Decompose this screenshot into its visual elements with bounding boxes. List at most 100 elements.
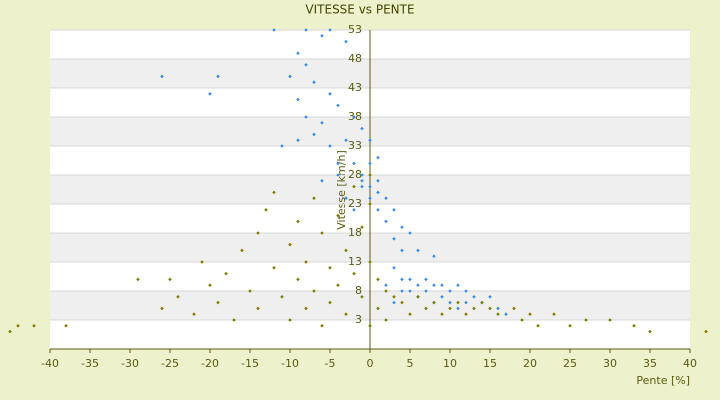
point — [344, 248, 348, 253]
point — [488, 295, 492, 299]
point — [432, 300, 436, 305]
x-tick-label: 5 — [407, 357, 414, 370]
x-axis-title: Pente [%] — [636, 374, 690, 387]
point — [480, 300, 484, 305]
point — [232, 318, 236, 322]
point — [384, 318, 388, 322]
point — [376, 179, 380, 183]
y-tick-label: 3 — [355, 313, 362, 326]
point — [200, 260, 204, 264]
x-tick-label: -5 — [325, 357, 336, 370]
point — [296, 219, 300, 224]
point — [392, 208, 396, 212]
point — [464, 312, 468, 316]
point — [360, 295, 364, 299]
point — [352, 184, 356, 189]
point — [336, 103, 340, 108]
point — [408, 231, 412, 235]
point — [496, 306, 500, 311]
point — [272, 28, 276, 32]
point — [536, 324, 540, 328]
point — [440, 295, 444, 299]
point — [216, 74, 220, 79]
point — [136, 277, 140, 282]
y-tick-label: 13 — [348, 255, 362, 268]
point — [320, 324, 324, 328]
point — [520, 318, 524, 322]
point — [312, 289, 316, 293]
point — [376, 208, 380, 212]
point — [288, 318, 292, 322]
point — [208, 92, 212, 96]
point — [360, 179, 364, 183]
point — [304, 63, 308, 67]
x-tick-label: 10 — [443, 357, 457, 370]
point — [320, 231, 324, 235]
point — [504, 312, 508, 316]
point — [312, 80, 316, 84]
point — [344, 312, 348, 316]
point — [360, 225, 364, 229]
point — [64, 324, 68, 328]
point — [360, 126, 364, 131]
point — [384, 283, 388, 287]
point — [400, 300, 404, 305]
point — [368, 161, 372, 166]
point — [304, 115, 308, 119]
point — [296, 51, 300, 55]
point — [400, 225, 404, 229]
point — [312, 196, 316, 200]
x-tick-label: 30 — [603, 357, 617, 370]
point — [336, 283, 340, 287]
point — [400, 289, 404, 293]
point — [376, 277, 380, 282]
point — [256, 306, 260, 311]
point — [488, 306, 492, 311]
point — [304, 306, 308, 311]
point — [288, 242, 292, 247]
point — [456, 283, 460, 287]
point — [384, 289, 388, 293]
point — [464, 300, 468, 305]
point — [216, 300, 220, 305]
point — [424, 306, 428, 311]
point — [384, 196, 388, 200]
point — [432, 254, 436, 258]
point — [272, 190, 276, 195]
x-tick-label: 25 — [563, 357, 577, 370]
point — [304, 28, 308, 32]
point — [448, 306, 452, 311]
point — [528, 312, 532, 316]
point — [208, 283, 212, 287]
y-tick-label: 33 — [348, 139, 362, 152]
point — [288, 74, 292, 79]
x-tick-label: 35 — [643, 357, 657, 370]
y-tick-label: 23 — [348, 197, 362, 210]
point — [472, 295, 476, 299]
y-tick-label: 8 — [355, 284, 362, 297]
point — [16, 324, 20, 328]
point — [280, 295, 284, 299]
point — [704, 329, 708, 334]
point — [472, 306, 476, 311]
point — [8, 329, 12, 334]
point — [328, 92, 332, 96]
point — [32, 324, 36, 328]
point — [360, 184, 364, 189]
point — [400, 248, 404, 253]
point — [440, 283, 444, 287]
point — [320, 179, 324, 183]
point — [368, 138, 372, 142]
y-tick-label: 53 — [348, 23, 362, 36]
point — [224, 271, 228, 276]
x-tick-label: -35 — [81, 357, 99, 370]
point — [368, 173, 372, 177]
point — [176, 295, 180, 299]
point — [456, 300, 460, 305]
point — [344, 39, 348, 44]
x-tick-label: -20 — [201, 357, 219, 370]
point — [304, 260, 308, 264]
point — [408, 312, 412, 316]
point — [272, 266, 276, 270]
